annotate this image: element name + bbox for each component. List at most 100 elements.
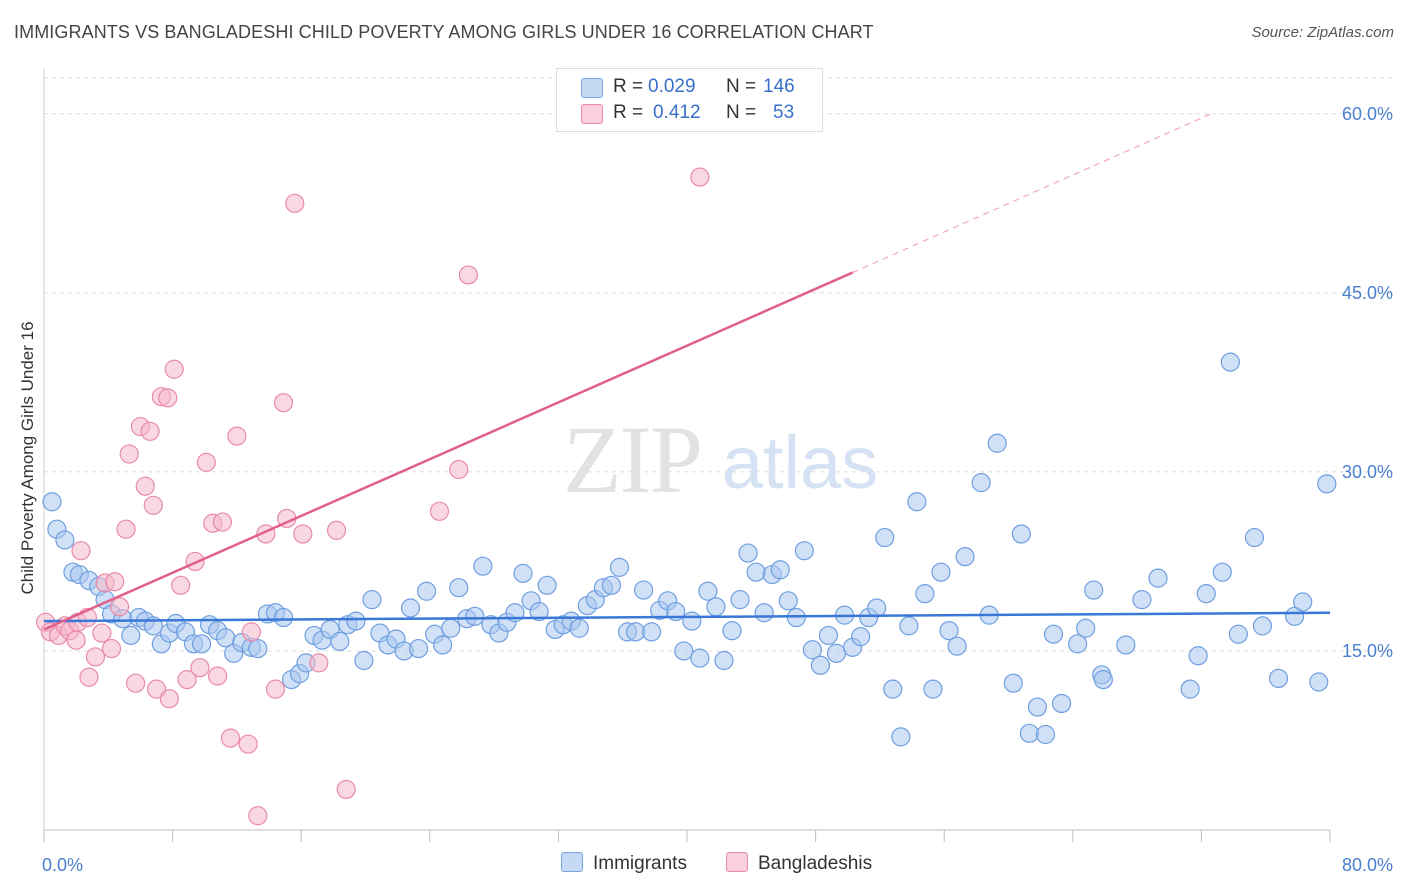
point-bangladeshis [158, 388, 178, 408]
legend-r-label: R = [613, 76, 644, 97]
watermark-atlas: atlas [722, 421, 878, 504]
point-immigrants [330, 631, 350, 652]
point-immigrants [907, 492, 927, 512]
legend-swatch-immigrants [581, 78, 603, 98]
bottom-legend-label: Bangladeshis [758, 853, 873, 874]
point-immigrants [770, 560, 790, 580]
point-immigrants [529, 601, 549, 622]
x-tick-label: 0.0% [42, 855, 83, 875]
point-bangladeshis [326, 520, 347, 540]
x-tick-label: 80.0% [1342, 855, 1393, 875]
point-immigrants [55, 530, 75, 550]
point-immigrants [441, 618, 461, 638]
point-immigrants [939, 621, 959, 641]
point-immigrants [746, 562, 766, 582]
point-bangladeshis [92, 623, 112, 643]
point-bangladeshis [135, 476, 155, 496]
point-immigrants [891, 727, 911, 747]
point-immigrants [810, 655, 831, 675]
point-immigrants [802, 640, 822, 660]
point-immigrants [354, 650, 374, 671]
point-immigrants [537, 575, 557, 595]
point-bangladeshis [273, 393, 294, 413]
point-immigrants [1212, 562, 1232, 582]
point-immigrants [569, 618, 589, 638]
point-immigrants [362, 590, 382, 610]
point-bangladeshis [177, 669, 197, 690]
point-immigrants [1076, 618, 1096, 638]
point-bangladeshis [143, 495, 163, 515]
point-immigrants [682, 611, 702, 631]
point-immigrants [1011, 524, 1031, 544]
point-immigrants [1148, 568, 1168, 588]
point-immigrants [786, 607, 806, 628]
point-bangladeshis [159, 689, 179, 709]
point-bangladeshis [458, 265, 478, 285]
point-immigrants [1268, 668, 1289, 689]
point-immigrants [625, 622, 646, 642]
y-tick-label: 60.0% [1342, 104, 1393, 124]
point-immigrants [1188, 646, 1208, 666]
watermark: ZIP atlas [563, 406, 878, 513]
trend-line-immigrants [43, 611, 1331, 623]
point-immigrants [955, 547, 975, 567]
point-immigrants [1252, 616, 1273, 636]
bottom-legend-swatch-immigrants [561, 852, 583, 872]
point-immigrants [738, 543, 758, 563]
point-immigrants [883, 679, 903, 699]
bottom-legend-immigrants[interactable]: Immigrants [561, 852, 687, 875]
point-immigrants [601, 575, 622, 595]
point-bangladeshis [293, 524, 313, 544]
point-bangladeshis [190, 658, 210, 678]
point-immigrants [346, 611, 366, 631]
point-immigrants [1180, 679, 1200, 699]
point-bangladeshis [85, 647, 106, 667]
legend-r-label: R = [613, 102, 644, 123]
point-immigrants [1093, 669, 1113, 690]
point-immigrants [875, 527, 895, 548]
legend-n-label: N = [726, 102, 757, 123]
point-immigrants [248, 638, 268, 659]
tick-labels: 15.0% 30.0% 45.0% 60.0% 0.0% 80.0% [42, 104, 1393, 875]
point-immigrants [400, 598, 421, 618]
point-bangladeshis [241, 622, 261, 642]
point-bangladeshis [101, 638, 122, 659]
source-credit[interactable]: Source: ZipAtlas.com [1251, 24, 1394, 41]
bottom-legend-bangladeshis[interactable]: Bangladeshis [726, 852, 872, 875]
point-bangladeshis [227, 426, 247, 446]
point-immigrants [794, 541, 814, 561]
point-bangladeshis [336, 779, 356, 800]
point-bangladeshis [285, 193, 305, 213]
point-bangladeshis [71, 541, 91, 561]
point-bangladeshis [66, 630, 86, 650]
point-bangladeshis [196, 452, 216, 472]
point-immigrants [778, 591, 798, 611]
point-immigrants [1051, 693, 1072, 714]
point-immigrants [609, 557, 630, 577]
trend-extension-bangladeshis [852, 113, 1212, 274]
point-bangladeshis [119, 444, 139, 464]
point-immigrants [698, 581, 718, 601]
point-immigrants [1293, 592, 1313, 612]
trend-lines [43, 113, 1331, 631]
point-immigrants [690, 648, 710, 668]
point-bangladeshis [265, 679, 286, 699]
legend-swatch-bangladeshis [581, 104, 603, 124]
point-immigrants [1196, 584, 1216, 604]
point-immigrants [1244, 527, 1265, 548]
y-tick-label: 45.0% [1342, 283, 1393, 303]
point-immigrants [473, 556, 493, 576]
point-bangladeshis [164, 359, 184, 379]
axes [43, 68, 1331, 842]
watermark-zip: ZIP [563, 406, 701, 513]
point-immigrants [1132, 590, 1152, 610]
legend-n-label: N = [726, 76, 757, 97]
point-immigrants [1317, 474, 1337, 494]
point-immigrants [826, 643, 847, 663]
point-immigrants [947, 636, 967, 656]
bottom-legend-swatch-bangladeshis [726, 852, 748, 872]
grid-lines [44, 77, 1395, 652]
point-immigrants [722, 621, 742, 641]
point-immigrants [987, 433, 1007, 453]
